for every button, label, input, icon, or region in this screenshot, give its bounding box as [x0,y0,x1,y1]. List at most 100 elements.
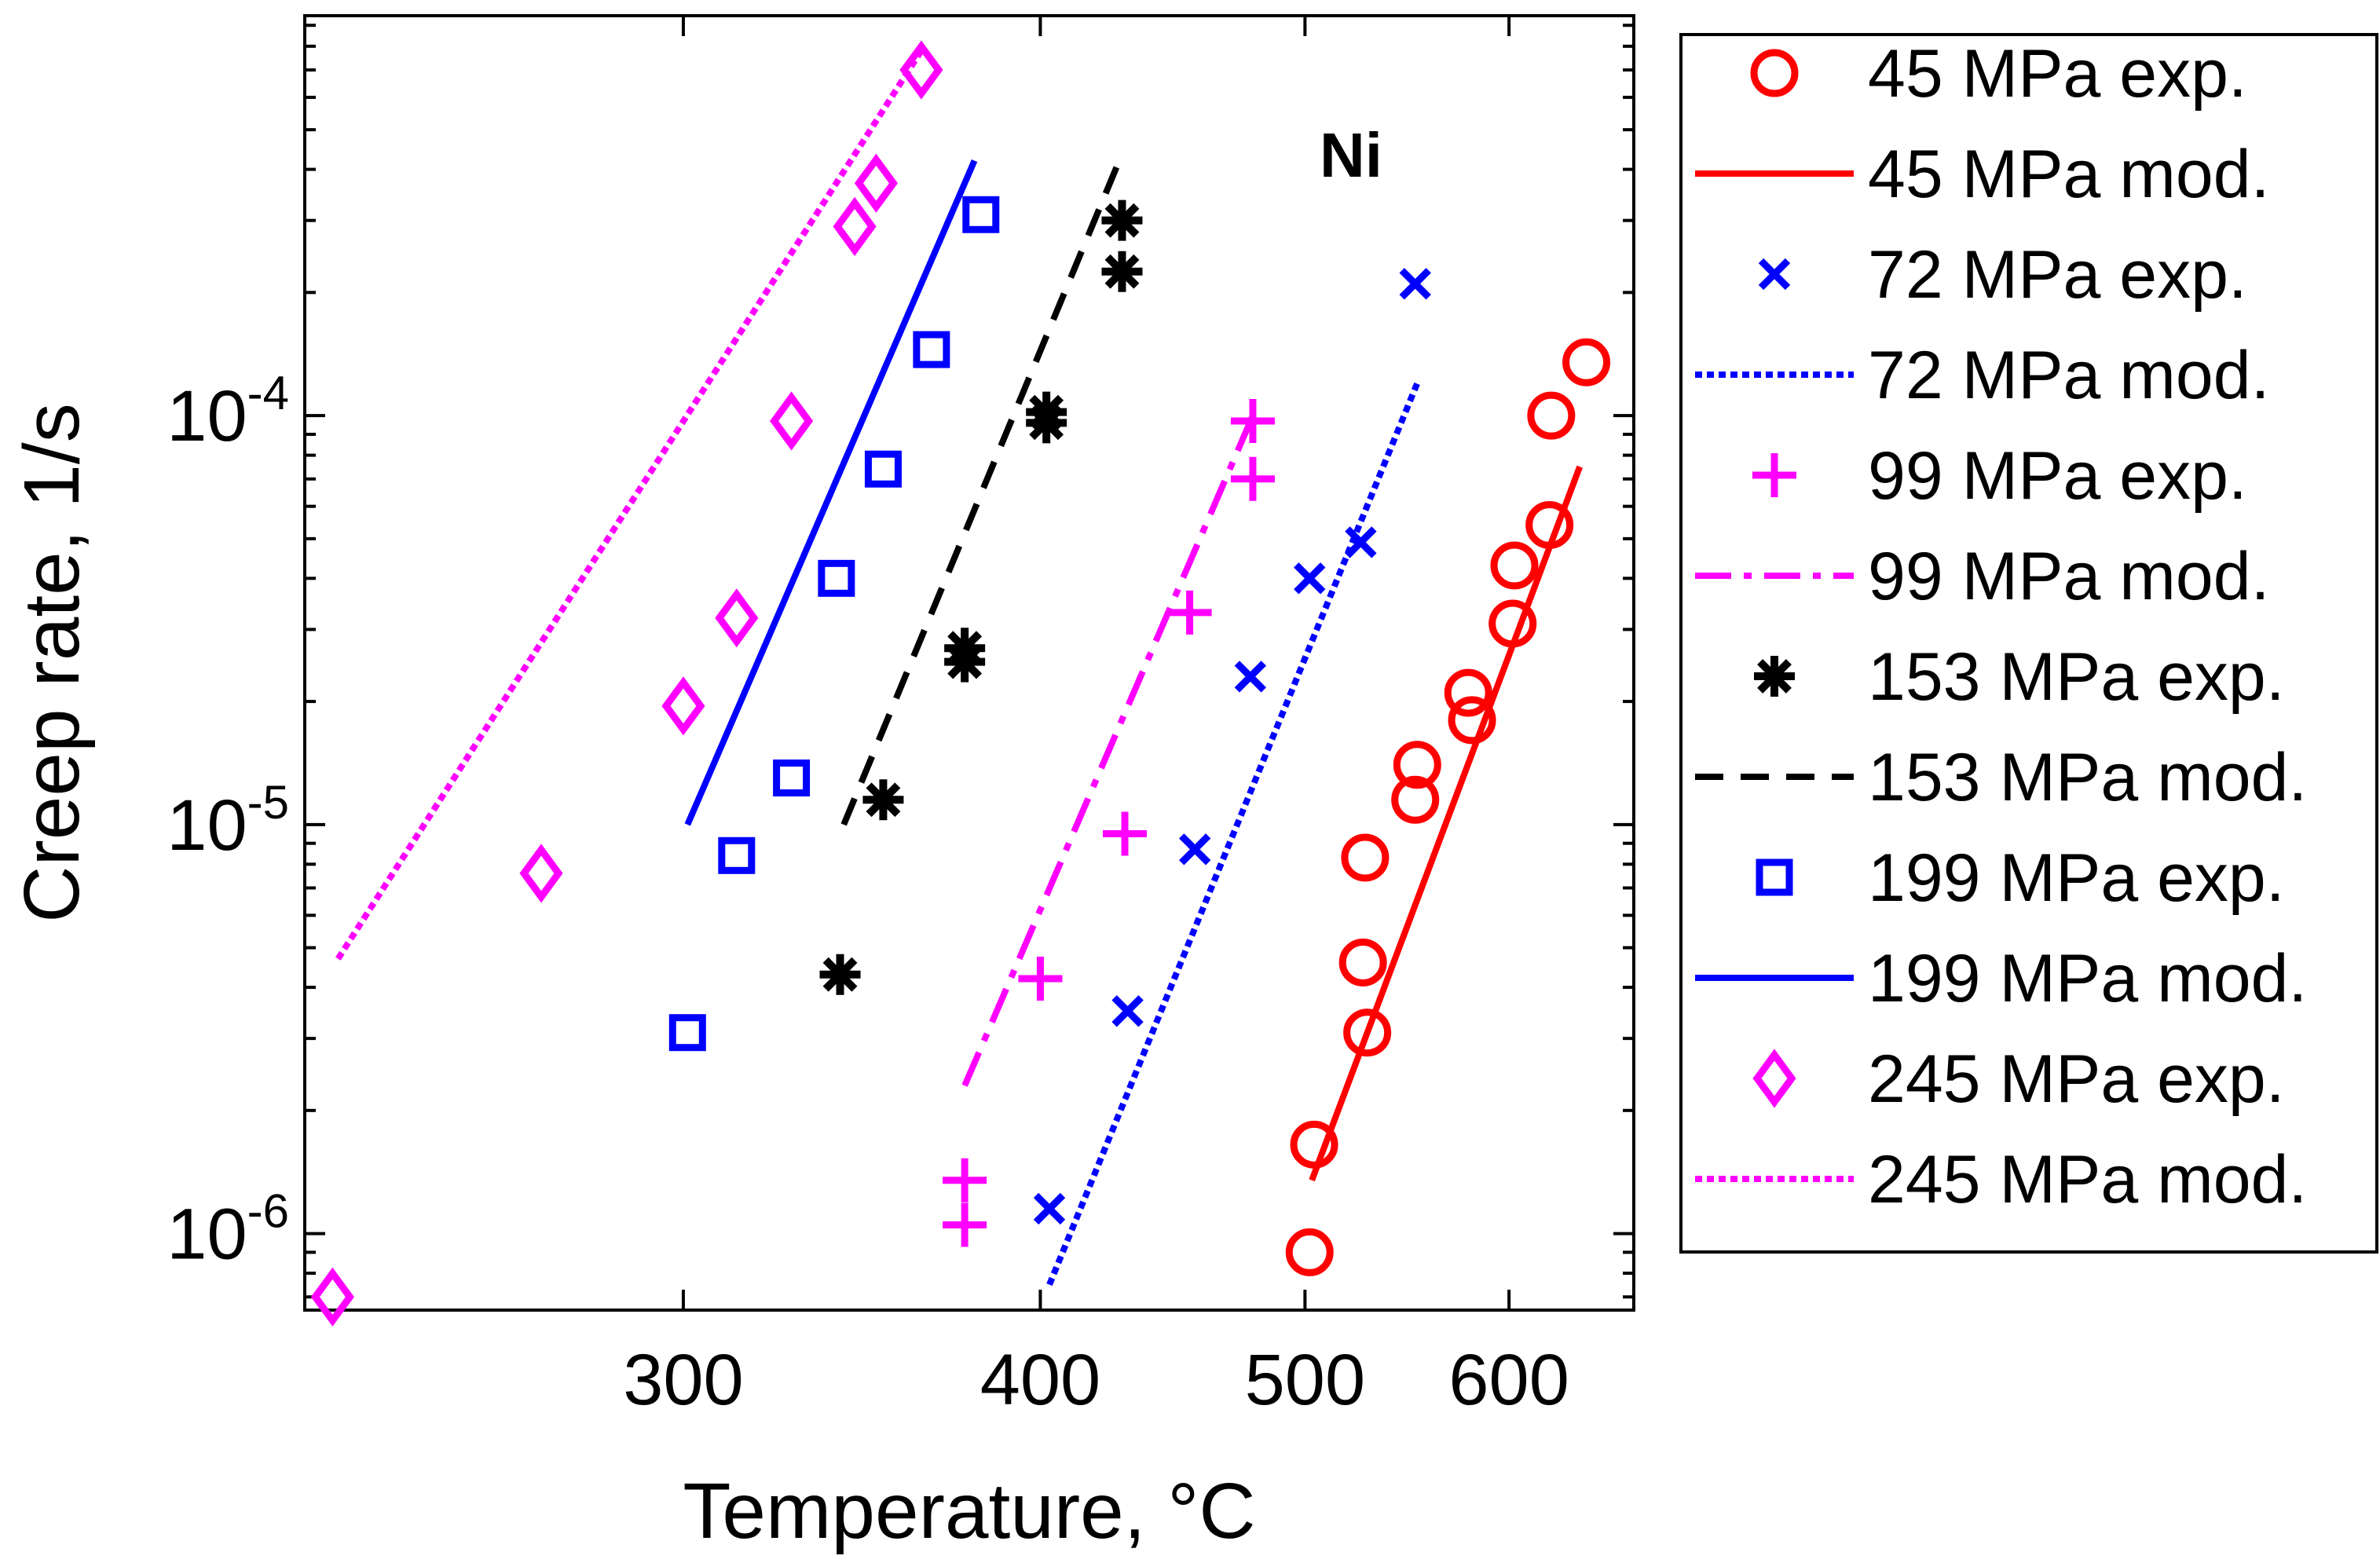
legend-label-99-mpa-mod: 99 MPa mod. [1868,539,2269,614]
legend-swatch-99-mpa-exp [1752,453,1796,497]
circle-marker [1562,338,1611,386]
circle-marker [1285,1228,1334,1276]
plus-marker [1103,811,1148,856]
data-point-245-mpa-exp [899,40,943,100]
data-point-245-mpa-exp [661,676,705,736]
data-point-99-mpa-exp [943,1202,987,1247]
diamond-marker [661,676,705,736]
circle-marker [1393,741,1441,789]
legend-label-45-mpa-mod: 45 MPa mod. [1868,137,2269,212]
asterisk-marker [944,628,986,669]
plus-marker [1230,399,1275,444]
data-point-45-mpa-exp [1393,741,1441,789]
data-point-72-mpa-exp [1234,661,1267,693]
x-tick-label: 500 [1245,1340,1366,1420]
square-marker [1756,858,1793,896]
y-tick-label: 10-5 [167,776,289,866]
data-point-72-mpa-exp [1294,562,1326,595]
model-line-72-mpa-mod [1046,382,1421,1287]
legend-label-72-mpa-exp: 72 MPa exp. [1868,237,2247,313]
data-point-245-mpa-exp [310,1267,354,1327]
x-tick-label: 600 [1448,1340,1569,1420]
circle-marker [1750,49,1799,97]
data-point-45-mpa-exp [1444,668,1492,717]
circle-marker [1391,775,1440,824]
x-tick-label: 300 [623,1340,744,1420]
circle-marker [1338,938,1387,986]
diamond-marker [899,40,943,100]
y-axis-title: Creep rate, 1/s [8,403,96,922]
legend-swatch-72-mpa-exp [1758,258,1791,291]
data-point-45-mpa-exp [1285,1228,1334,1276]
diamond-marker [833,196,877,256]
plus-marker [1018,957,1063,1001]
diamond-marker [770,391,814,451]
data-point-199-mpa-exp [773,760,811,797]
x-marker [1179,833,1211,866]
data-point-153-mpa-exp [944,628,986,669]
data-point-99-mpa-exp [1167,590,1212,635]
circle-marker [1527,391,1576,440]
x-marker [1033,1192,1066,1225]
asterisk-marker [1101,199,1143,241]
legend-label-245-mpa-mod: 245 MPa mod. [1868,1142,2307,1217]
data-point-45-mpa-exp [1525,500,1574,549]
circle-marker [1444,668,1492,717]
square-marker [818,559,855,597]
model-line-199-mpa-mod [684,159,978,826]
data-point-45-mpa-exp [1341,833,1390,882]
square-marker [718,836,756,874]
x-marker [1234,661,1267,693]
x-tick-label: 400 [980,1340,1101,1420]
legend: 45 MPa exp. 45 MPa mod. 72 MPa exp. 72 MPa … [1695,36,2307,1217]
data-point-199-mpa-exp [668,1014,706,1052]
model-line-245-mpa-mod [335,49,925,961]
data-point-245-mpa-exp [833,196,877,256]
legend-label-199-mpa-mod: 199 MPa mod. [1868,941,2307,1016]
data-point-153-mpa-exp [1101,199,1143,241]
data-point-199-mpa-exp [962,196,1000,233]
model-line-99-mpa-mod [961,414,1256,1087]
data-point-99-mpa-exp [1018,957,1063,1001]
data-point-72-mpa-exp [1345,526,1377,558]
data-point-45-mpa-exp [1343,1008,1392,1057]
data-point-153-mpa-exp [819,954,861,995]
legend-swatch-245-mpa-exp [1752,1049,1796,1108]
data-point-245-mpa-exp [519,844,563,903]
data-point-199-mpa-exp [864,450,902,488]
square-marker [962,196,1000,233]
model-lines [335,49,1583,1287]
circle-marker [1525,500,1574,549]
data-point-153-mpa-exp [1026,391,1067,433]
model-line-45-mpa-mod [1309,465,1583,1182]
plot-area-frame [303,14,1635,1312]
data-point-99-mpa-exp [1230,456,1275,501]
data-point-245-mpa-exp [854,153,899,213]
legend-label-72-mpa-mod: 72 MPa mod. [1868,338,2269,413]
data-point-45-mpa-exp [1488,599,1537,648]
diamond-marker [310,1267,354,1327]
circle-marker [1290,1120,1338,1169]
legend-label-153-mpa-mod: 153 MPa mod. [1868,740,2307,815]
legend-label-45-mpa-exp: 45 MPa exp. [1868,36,2247,112]
y-tick-label: 10-4 [167,367,289,456]
diamond-marker [519,844,563,903]
circle-marker [1490,541,1539,590]
data-point-99-mpa-exp [943,1158,987,1202]
y-tick-label: 10-6 [167,1185,289,1275]
asterisk-marker [819,954,861,995]
x-marker [1111,995,1144,1027]
data-point-72-mpa-exp [1033,1192,1066,1225]
x-marker [1345,526,1377,558]
data-point-199-mpa-exp [818,559,855,597]
asterisk-marker [1101,251,1143,292]
data-point-45-mpa-exp [1448,696,1496,745]
legend-swatch-199-mpa-exp [1756,858,1793,896]
x-marker [1399,268,1431,300]
legend-box [1679,33,2378,1254]
asterisk-marker [1026,391,1067,433]
x-marker [1758,258,1791,291]
legend-label-199-mpa-exp: 199 MPa exp. [1868,840,2285,916]
data-point-45-mpa-exp [1527,391,1576,440]
circle-marker [1488,599,1537,648]
